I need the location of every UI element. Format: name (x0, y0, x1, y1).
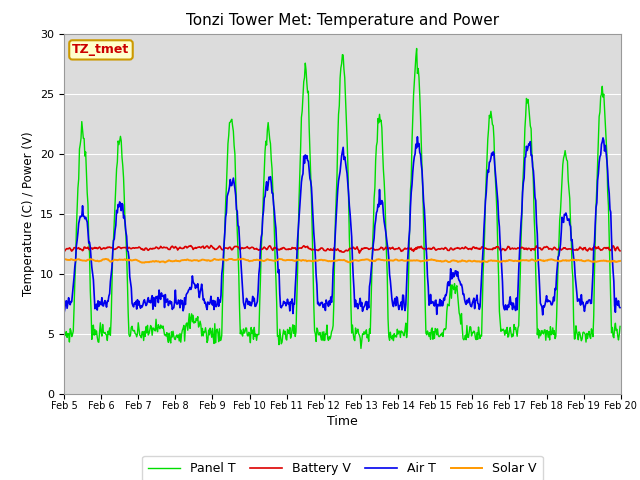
Solar V (60, 256, 68, 262)
Solar V (214, 257, 221, 263)
X-axis label: Time: Time (327, 415, 358, 429)
Battery V (184, 244, 191, 250)
Air T (70, 275, 78, 280)
Title: Tonzi Tower Met: Temperature and Power: Tonzi Tower Met: Temperature and Power (186, 13, 499, 28)
Y-axis label: Temperature (C) / Power (V): Temperature (C) / Power (V) (22, 132, 35, 296)
Air T (127, 285, 135, 291)
Battery V (214, 245, 221, 251)
Panel T (70, 305, 78, 311)
Solar V (428, 256, 435, 262)
Panel T (127, 324, 135, 330)
Panel T (413, 46, 420, 51)
Air T (213, 300, 221, 306)
Solar V (616, 258, 624, 264)
Panel T (410, 79, 418, 85)
Legend: Panel T, Battery V, Air T, Solar V: Panel T, Battery V, Air T, Solar V (142, 456, 543, 480)
Battery V (616, 248, 624, 254)
Battery V (60, 248, 68, 254)
Panel T (60, 323, 68, 328)
Air T (184, 289, 191, 295)
Air T (616, 305, 624, 311)
Battery V (207, 242, 215, 248)
Battery V (428, 246, 435, 252)
Air T (413, 134, 421, 140)
Solar V (138, 260, 146, 265)
Line: Solar V: Solar V (64, 259, 620, 263)
Air T (539, 312, 547, 318)
Line: Battery V: Battery V (64, 245, 620, 253)
Panel T (428, 327, 435, 333)
Line: Panel T: Panel T (64, 48, 620, 348)
Line: Air T: Air T (64, 137, 620, 315)
Solar V (185, 257, 193, 263)
Panel T (184, 327, 191, 333)
Solar V (70, 257, 78, 263)
Text: TZ_tmet: TZ_tmet (72, 43, 130, 56)
Solar V (412, 258, 419, 264)
Battery V (356, 250, 364, 256)
Battery V (70, 245, 78, 251)
Panel T (357, 346, 365, 351)
Air T (427, 292, 435, 298)
Solar V (239, 256, 246, 262)
Panel T (616, 324, 624, 329)
Battery V (412, 247, 419, 252)
Solar V (127, 258, 135, 264)
Battery V (127, 246, 135, 252)
Air T (60, 311, 68, 316)
Air T (410, 160, 417, 166)
Panel T (213, 326, 221, 332)
